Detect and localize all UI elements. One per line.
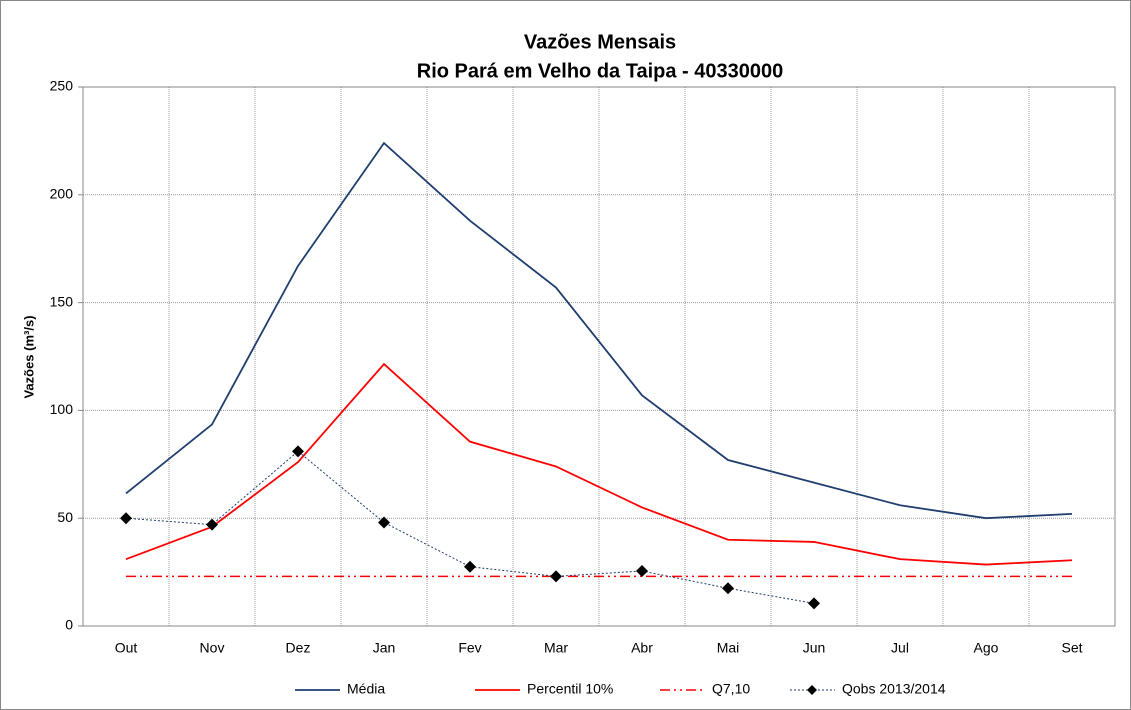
point-marker [292,445,304,458]
point-marker [550,570,562,583]
chart-subtitle: Rio Pará em Velho da Taipa - 40330000 [417,60,783,82]
point-marker [378,516,390,529]
y-tick-label: 200 [50,186,74,202]
x-tick-label: Jan [373,640,396,656]
legend-label: Q7,10 [712,681,750,697]
x-tick-label: Jun [803,640,826,656]
legend-label: Qobs 2013/2014 [842,681,946,697]
y-tick-label: 100 [50,401,74,417]
point-marker [636,565,648,578]
series-line [125,362,1073,566]
y-tick-label: 250 [50,78,74,94]
legend-marker [807,685,817,695]
x-tick-label: Mai [717,640,740,656]
point-marker [206,518,218,531]
x-tick-label: Set [1061,640,1082,656]
plot-border [82,86,1116,627]
x-tick-label: Nov [200,640,225,656]
x-tick-label: Jul [891,640,909,656]
x-tick-label: Mar [544,640,568,656]
y-tick-label: 150 [50,293,74,309]
point-marker [464,560,476,573]
y-axis-label: Vazões (m³/s) [21,315,36,398]
series-line [125,141,1073,520]
x-tick-label: Dez [286,640,311,656]
y-tick-label: 50 [57,509,73,525]
point-marker [808,597,820,610]
x-tick-label: Out [115,640,138,656]
chart-title: Vazões Mensais [524,31,676,53]
x-tick-label: Ago [974,640,999,656]
legend-label: Média [347,681,385,697]
x-tick-label: Abr [631,640,653,656]
y-tick-label: 0 [65,617,73,633]
x-tick-label: Fev [458,640,481,656]
legend-label: Percentil 10% [527,681,613,697]
point-marker [722,582,734,595]
point-marker [120,512,132,525]
